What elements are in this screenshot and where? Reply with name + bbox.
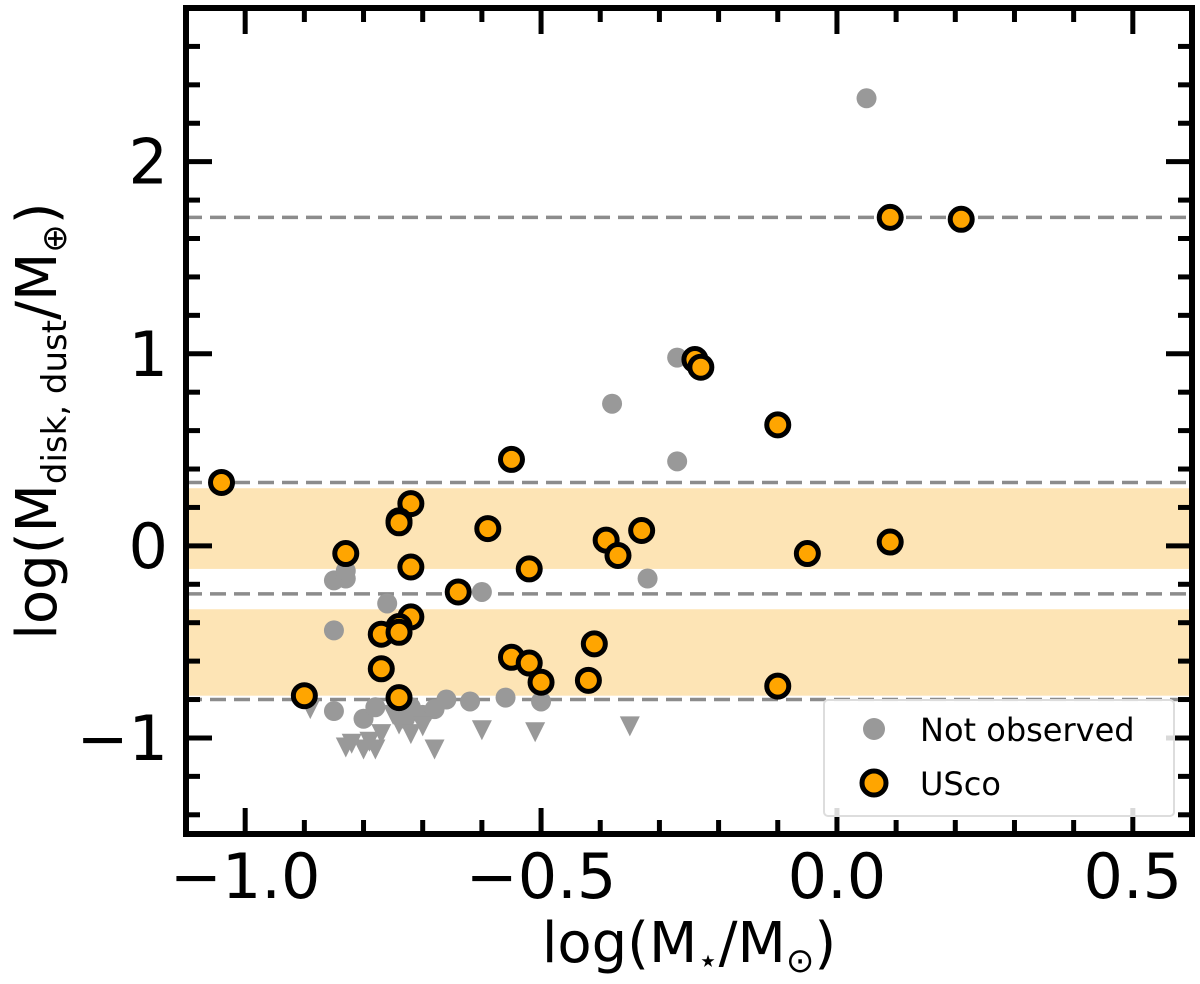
upper-limit-point: [335, 737, 356, 758]
usco-point: [947, 205, 975, 233]
not-observed-point: [365, 697, 386, 718]
legend-not-observed-marker: [863, 718, 885, 740]
y-tick-label: 1: [129, 318, 168, 391]
legend-usco-marker: [859, 768, 889, 798]
not-observed-point: [323, 620, 344, 641]
not-observed-point: [436, 689, 457, 710]
not-observed-point: [460, 691, 481, 712]
usco-point: [290, 682, 318, 710]
upper-limit-point: [619, 716, 640, 737]
usco-point: [385, 509, 413, 537]
y-tick-label: 2: [129, 126, 168, 199]
usco-point: [208, 468, 236, 496]
upper-limit-point: [359, 731, 380, 752]
x-tick-label: −1.0: [170, 840, 321, 913]
usco-point: [580, 630, 608, 658]
not-observed-point: [323, 701, 344, 722]
usco-point: [397, 553, 425, 581]
usco-point: [687, 353, 715, 381]
not-observed-point: [602, 393, 623, 414]
legend-not-observed-label: Not observed: [920, 711, 1135, 749]
x-tick-label: −0.5: [466, 840, 617, 913]
usco-point: [876, 528, 904, 556]
upper-limit-point: [525, 722, 546, 743]
legend-usco-label: USco: [920, 765, 1001, 803]
usco-point: [385, 618, 413, 646]
usco-point: [574, 666, 602, 694]
usco-point: [876, 203, 904, 231]
upper-limit-point: [400, 724, 421, 745]
usco-point: [764, 672, 792, 700]
usco-point: [527, 668, 555, 696]
usco-point: [367, 655, 395, 683]
legend-box: [823, 699, 1175, 817]
upper-limit-point: [471, 720, 492, 741]
usco-point: [604, 541, 632, 569]
y-tick-labels: −1 0 1 2: [77, 126, 168, 775]
y-tick-label: −1: [77, 702, 168, 775]
upper-limit-point: [412, 716, 433, 737]
legend: Not observed USco: [823, 699, 1175, 817]
usco-point: [793, 540, 821, 568]
not-observed-point: [637, 568, 658, 589]
not-observed-point: [377, 593, 398, 614]
upper-limit-point: [424, 739, 445, 760]
x-axis-label: log(M⋆/M⊙): [542, 911, 836, 981]
usco-point: [385, 684, 413, 712]
usco-point: [764, 411, 792, 439]
not-observed-point: [667, 451, 688, 472]
usco-point: [474, 515, 502, 543]
not-observed-point: [856, 88, 877, 109]
usco-point: [444, 578, 472, 606]
y-axis-label: log(Mdisk, dust/M⊕): [5, 202, 75, 639]
not-observed-point: [471, 581, 492, 602]
plot-frame: [183, 5, 1195, 837]
shaded-bands: [186, 488, 1192, 696]
shaded-band-1: [186, 609, 1192, 696]
data-points: [208, 88, 975, 760]
upper-limit-point: [389, 714, 410, 735]
x-tick-label: 0.0: [788, 840, 887, 913]
not-observed-point: [531, 691, 552, 712]
x-tick-labels: −1.0 −0.5 0.0 0.5: [170, 840, 1182, 913]
not-observed-point: [495, 687, 516, 708]
upper-limit-point: [371, 724, 392, 745]
usco-point: [628, 516, 656, 544]
y-tick-label: 0: [129, 510, 168, 583]
usco-point: [515, 555, 543, 583]
usco-point: [332, 540, 360, 568]
usco-point: [515, 649, 543, 677]
x-tick-label: 0.5: [1084, 840, 1183, 913]
usco-point: [497, 445, 525, 473]
